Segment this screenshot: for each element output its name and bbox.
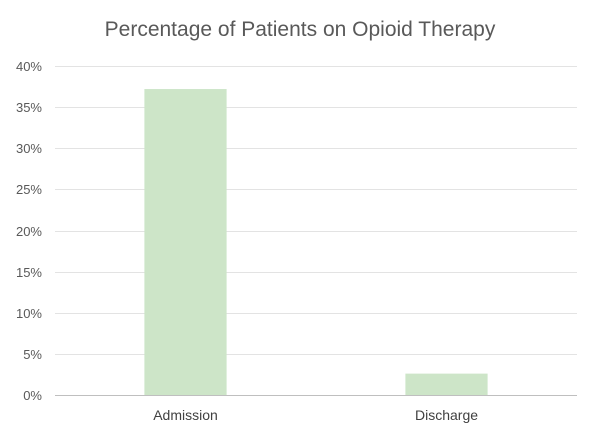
y-tick-label: 10% <box>16 306 42 321</box>
x-axis-ticks: Admission Discharge <box>153 407 478 423</box>
y-tick-label: 0% <box>23 388 42 403</box>
y-tick-label: 20% <box>16 224 42 239</box>
y-tick-label: 25% <box>16 182 42 197</box>
y-axis-ticks: 0% 5% 10% 15% 20% 25% 30% 35% 40% <box>16 59 42 403</box>
x-tick-label: Admission <box>153 407 218 423</box>
y-tick-label: 5% <box>23 347 42 362</box>
gridlines <box>55 66 577 355</box>
y-tick-label: 15% <box>16 265 42 280</box>
x-tick-label: Discharge <box>415 407 478 423</box>
bar-discharge <box>405 373 488 395</box>
y-tick-label: 30% <box>16 141 42 156</box>
bars <box>144 89 488 395</box>
y-tick-label: 40% <box>16 59 42 74</box>
y-tick-label: 35% <box>16 100 42 115</box>
chart-title: Percentage of Patients on Opioid Therapy <box>105 18 496 41</box>
bar-admission <box>144 89 227 395</box>
